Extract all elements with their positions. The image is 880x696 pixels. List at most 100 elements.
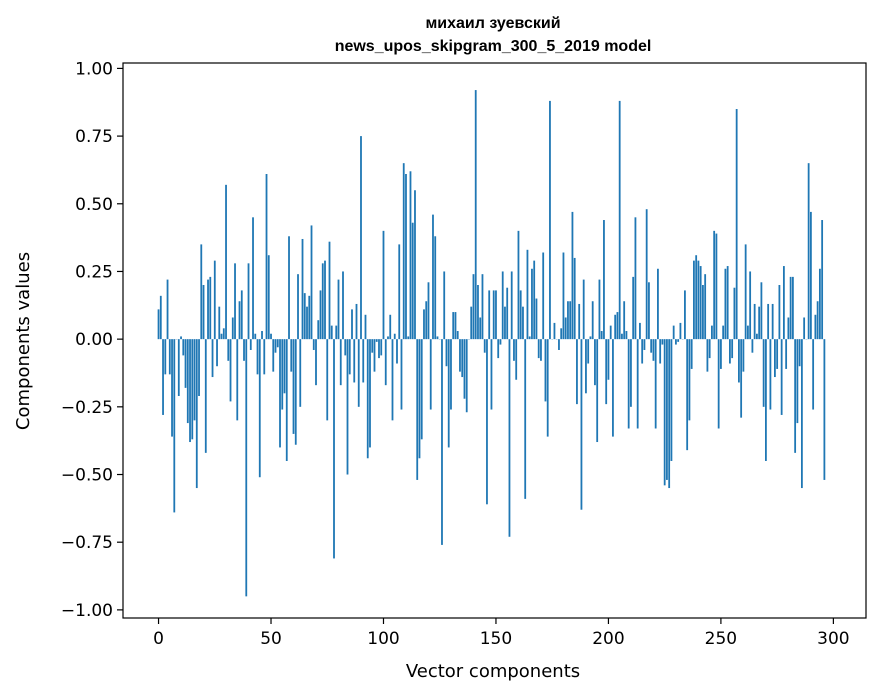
- bar-89: [357, 339, 360, 407]
- bar-77: [330, 325, 333, 340]
- bar-136: [463, 339, 466, 399]
- x-tick-label: 0: [153, 629, 164, 649]
- x-tick-label: 200: [592, 629, 624, 649]
- bar-59: [290, 339, 293, 372]
- y-tick-label: 0.75: [75, 127, 113, 147]
- bar-237: [690, 339, 693, 369]
- bar-213: [636, 339, 639, 429]
- bar-66: [306, 306, 308, 340]
- bar-231: [677, 339, 680, 342]
- bar-93: [366, 339, 369, 459]
- bar-260: [742, 339, 745, 372]
- bar-83: [344, 339, 347, 356]
- bar-290: [809, 211, 812, 340]
- bar-39: [245, 339, 248, 597]
- bar-110: [405, 174, 407, 340]
- bar-251: [722, 325, 725, 340]
- bar-157: [510, 271, 513, 340]
- bar-232: [679, 322, 682, 340]
- bar-99: [380, 339, 383, 356]
- bar-122: [432, 214, 434, 340]
- bar-52: [274, 339, 277, 353]
- y-tick-label: 0.00: [75, 330, 113, 350]
- bar-228: [670, 339, 673, 461]
- bar-266: [756, 333, 758, 340]
- bar-150: [495, 290, 497, 340]
- bar-44: [256, 339, 259, 375]
- y-axis-label: Components values: [13, 252, 34, 430]
- bar-129: [447, 339, 450, 448]
- bar-204: [616, 312, 619, 340]
- bar-156: [508, 339, 511, 537]
- bar-95: [371, 339, 374, 353]
- bar-145: [483, 339, 486, 353]
- bar-9: [177, 339, 180, 396]
- bar-112: [409, 171, 412, 340]
- bar-124: [436, 336, 439, 340]
- bar-164: [526, 249, 529, 340]
- bar-172: [544, 339, 547, 402]
- bar-242: [702, 285, 704, 340]
- bar-6: [171, 339, 173, 437]
- bar-47: [263, 339, 266, 375]
- x-axis-ticks: 0 50 100 150 200 250 300: [153, 618, 850, 649]
- bar-259: [740, 339, 743, 418]
- bar-35: [236, 339, 239, 421]
- bar-97: [375, 339, 378, 342]
- bar-262: [747, 325, 749, 340]
- bar-174: [549, 100, 551, 340]
- bar-283: [794, 339, 797, 453]
- bar-143: [479, 317, 482, 340]
- chart-subtitle: news_upos_skipgram_300_5_2019 model: [335, 38, 652, 55]
- bar-261: [744, 244, 747, 340]
- bar-286: [800, 339, 803, 489]
- bar-240: [697, 260, 700, 340]
- bar-252: [724, 268, 727, 340]
- bar-111: [407, 336, 410, 340]
- bar-73: [321, 263, 324, 340]
- bar-42: [252, 217, 254, 340]
- bar-275: [776, 339, 779, 369]
- bar-284: [796, 339, 799, 424]
- bar-190: [585, 339, 587, 394]
- bar-265: [753, 303, 756, 340]
- bar-229: [672, 325, 675, 340]
- bar-295: [821, 220, 824, 340]
- bar-58: [288, 236, 290, 340]
- bar-192: [589, 336, 592, 340]
- bar-158: [513, 339, 515, 361]
- bar-90: [360, 136, 362, 340]
- x-tick-label: 300: [817, 629, 849, 649]
- bar-147: [488, 290, 491, 340]
- bar-291: [812, 339, 815, 410]
- bar-256: [733, 287, 736, 340]
- bar-78: [333, 339, 335, 559]
- x-tick-label: 150: [480, 629, 512, 649]
- bar-246: [711, 325, 713, 340]
- bar-53: [276, 339, 279, 348]
- bar-222: [657, 268, 659, 340]
- bar-70: [315, 339, 317, 386]
- bar-193: [591, 301, 594, 340]
- bar-230: [675, 339, 677, 345]
- bar-3: [164, 339, 167, 375]
- bar-198: [603, 220, 605, 340]
- bar-22: [207, 279, 209, 340]
- bar-71: [317, 320, 320, 340]
- bar-76: [328, 241, 331, 340]
- bar-12: [184, 339, 187, 388]
- bar-257: [735, 109, 738, 340]
- bar-142: [477, 285, 479, 340]
- bar-203: [614, 314, 617, 340]
- bar-85: [348, 339, 351, 375]
- bar-239: [695, 255, 698, 340]
- bar-79: [335, 325, 338, 340]
- bar-119: [425, 301, 428, 340]
- y-tick-label: 1.00: [75, 59, 113, 79]
- bar-80: [337, 279, 340, 340]
- bar-168: [535, 298, 538, 340]
- bar-281: [789, 276, 792, 340]
- bar-250: [720, 339, 722, 369]
- bar-201: [609, 325, 612, 340]
